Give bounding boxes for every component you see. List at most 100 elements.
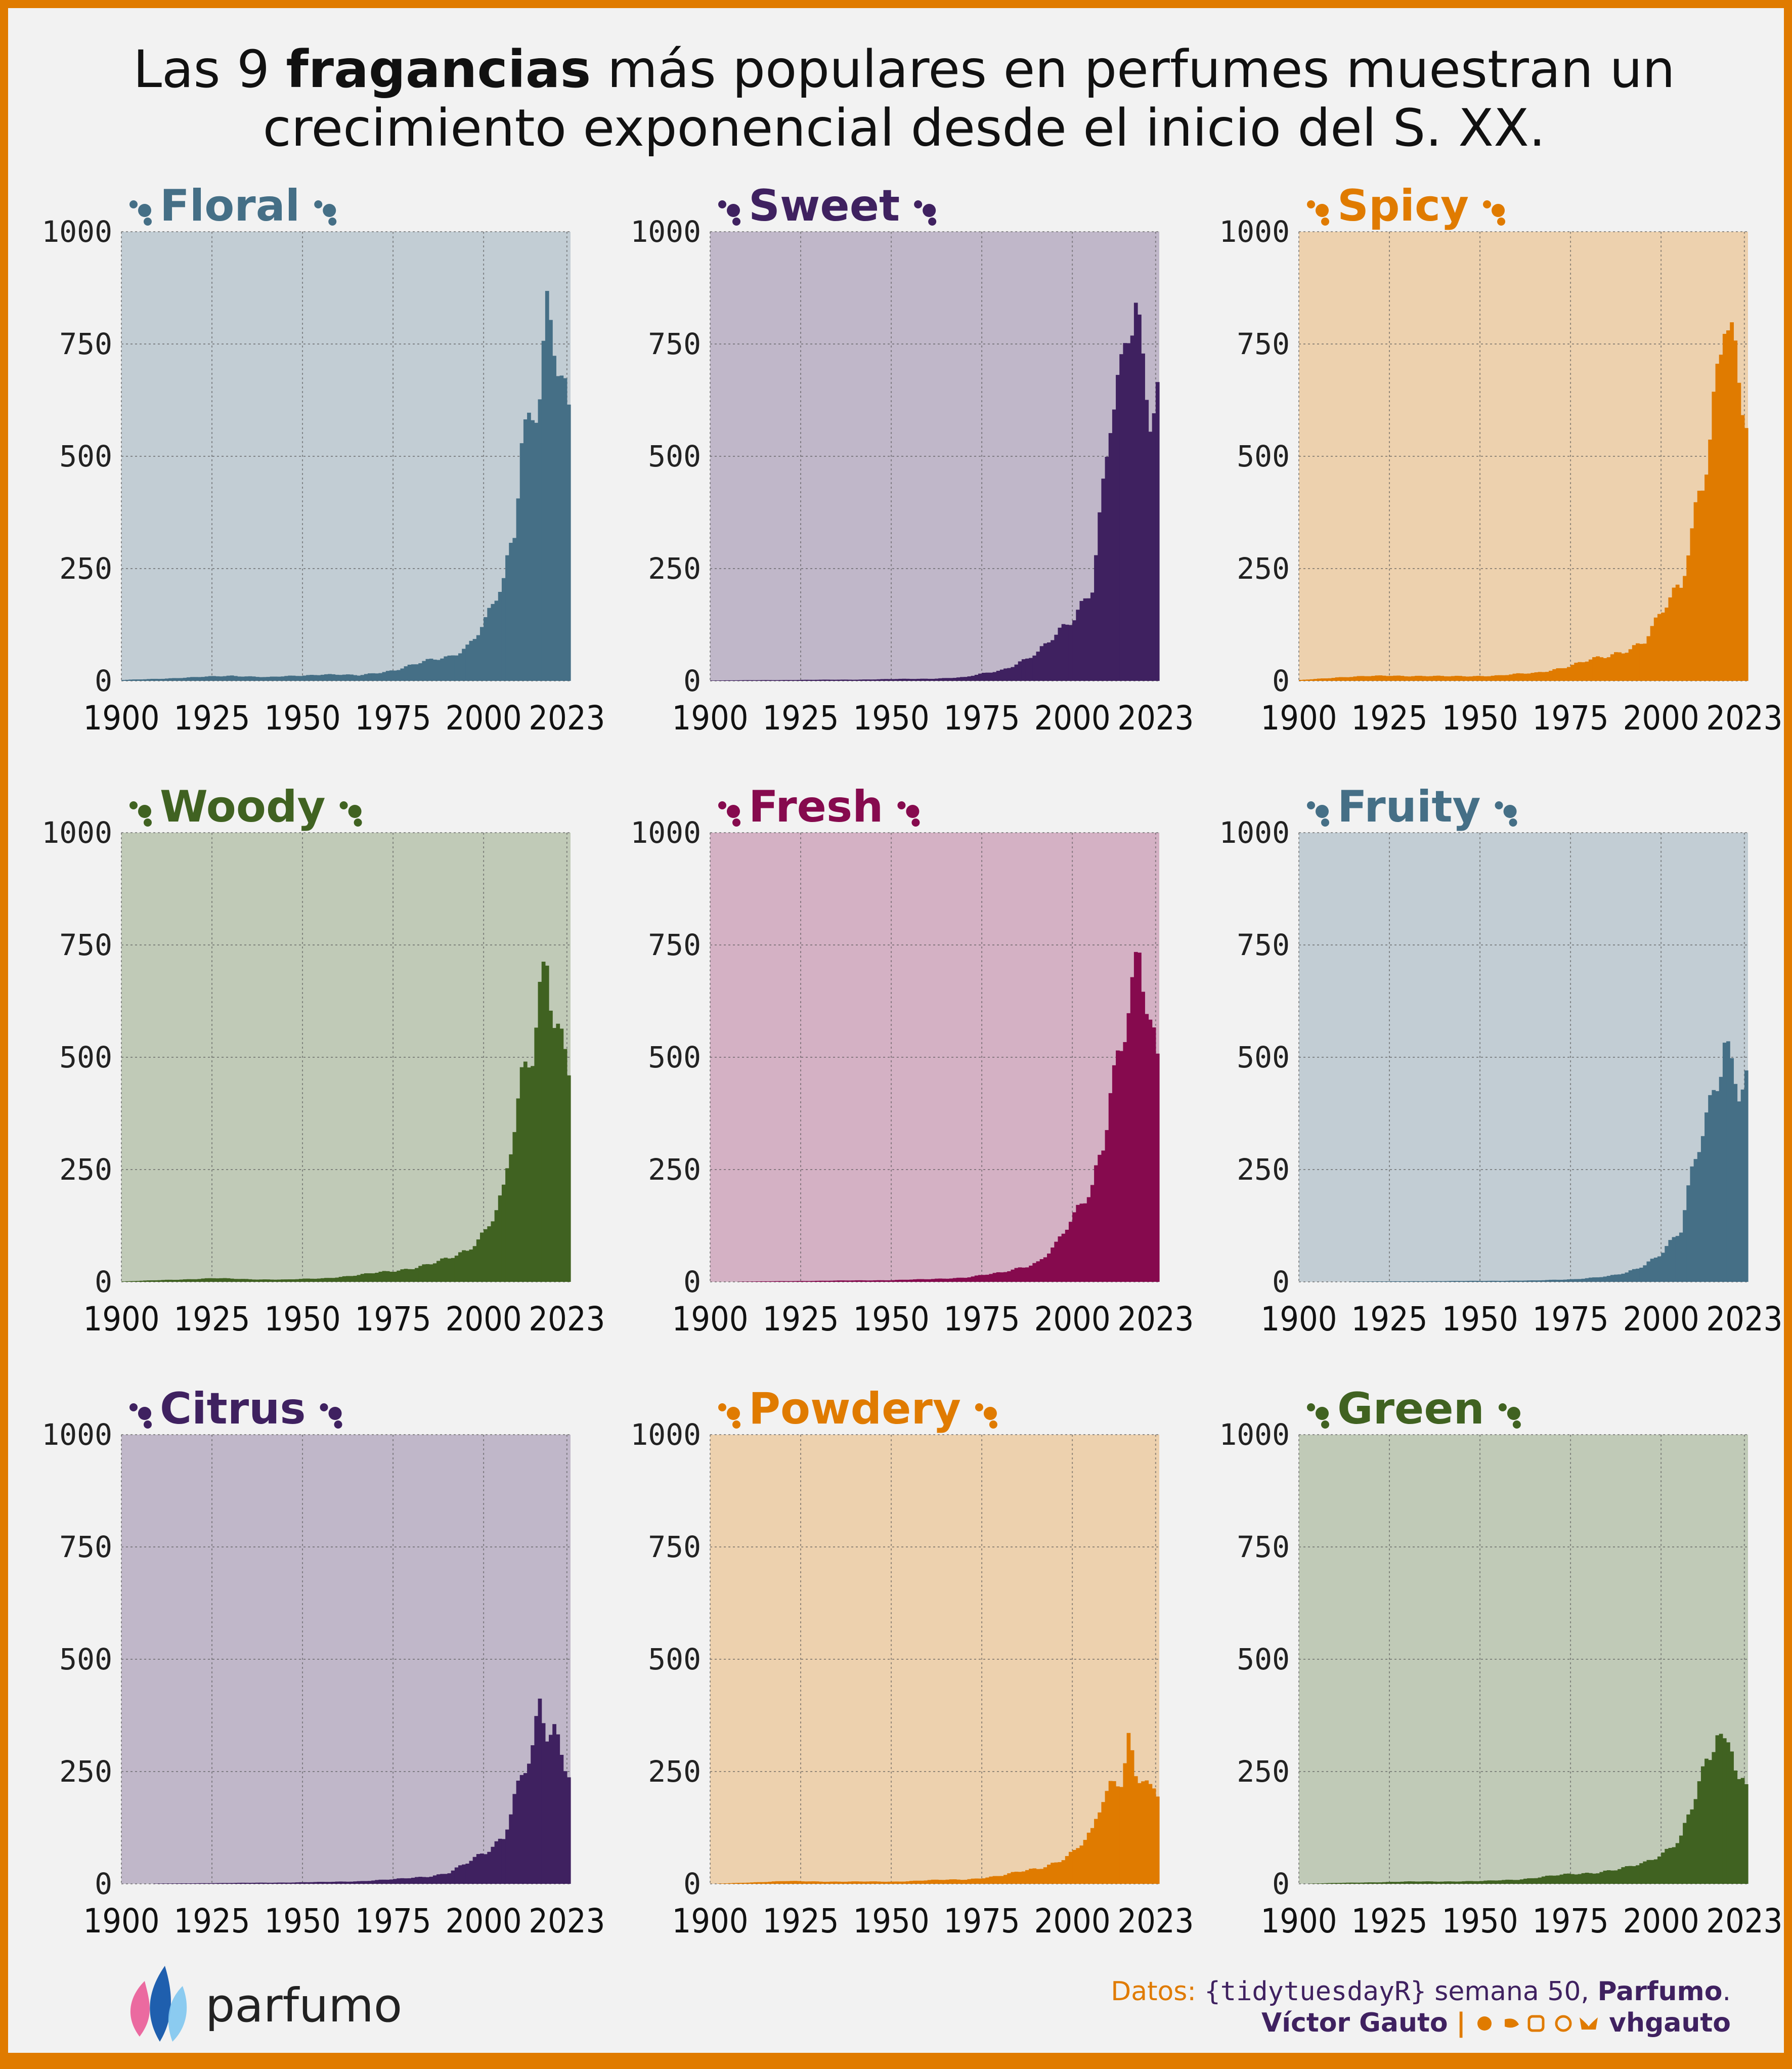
bar-1915 <box>1353 676 1358 681</box>
bar-1938 <box>1436 675 1440 681</box>
bar-2017 <box>1133 303 1138 681</box>
bar-1990 <box>1625 1866 1629 1884</box>
facet-spicy: 0 250 500 750 1000 1900 1925 1950 1975 2000 2023 Sp… <box>1219 181 1782 738</box>
bar-2023 <box>1155 1053 1160 1282</box>
bar-1909 <box>742 1281 747 1282</box>
bar-1962 <box>935 1879 939 1884</box>
bar-1910 <box>157 679 162 681</box>
x-tick-label: 2023 <box>529 699 605 738</box>
bar-1989 <box>1032 1263 1037 1282</box>
logo-text: parfumo <box>205 1978 403 2033</box>
bar-1985 <box>1018 1267 1022 1282</box>
bar-2022 <box>1152 1027 1156 1282</box>
bar-1935 <box>248 676 252 681</box>
bubble-icon <box>323 204 336 217</box>
bar-2016 <box>1130 335 1134 681</box>
bar-1910 <box>157 1280 162 1282</box>
bar-2017 <box>545 291 549 681</box>
bar-1985 <box>429 1264 433 1282</box>
bar-1928 <box>1400 676 1405 681</box>
bar-1912 <box>1342 1882 1346 1884</box>
bar-2012 <box>527 412 531 681</box>
bar-1925 <box>212 676 216 681</box>
bar-1932 <box>1415 675 1419 681</box>
bar-1943 <box>1454 1281 1459 1282</box>
mastodon-icon <box>1555 2015 1572 2032</box>
bar-1908 <box>739 1281 744 1282</box>
bar-1926 <box>1393 1882 1397 1884</box>
bar-1964 <box>353 675 358 681</box>
bar-2019 <box>1141 1781 1145 1884</box>
bar-1995 <box>1054 1241 1059 1282</box>
bar-2007 <box>1098 512 1102 681</box>
bubble-icon <box>975 1403 983 1411</box>
bar-1931 <box>822 1280 826 1282</box>
bar-2002 <box>491 1221 495 1282</box>
bar-1949 <box>1476 1881 1480 1884</box>
bar-1947 <box>1469 1881 1473 1884</box>
bar-1959 <box>1512 1880 1517 1884</box>
bar-2007 <box>509 1154 513 1282</box>
bar-1912 <box>164 1279 169 1282</box>
bar-2017 <box>1722 1738 1727 1884</box>
bar-1960 <box>927 1880 932 1884</box>
bar-1964 <box>942 678 946 681</box>
bar-1901 <box>714 680 718 681</box>
bar-1990 <box>1036 652 1040 681</box>
bar-1932 <box>237 676 241 681</box>
bar-1938 <box>848 1881 852 1884</box>
bar-1934 <box>244 1882 249 1884</box>
x-tick-label: 1950 <box>1442 699 1518 738</box>
bubble-icon <box>1307 1403 1315 1411</box>
bar-1942 <box>1451 676 1455 681</box>
bar-1974 <box>389 670 394 681</box>
bar-1968 <box>1545 1280 1549 1282</box>
y-tick-label: 250 <box>648 551 701 586</box>
bar-1915 <box>1353 1281 1358 1282</box>
bar-1994 <box>1639 1863 1643 1884</box>
bar-1976 <box>985 1877 990 1884</box>
bar-1917 <box>1360 1882 1365 1884</box>
bar-1957 <box>916 678 921 681</box>
bar-1940 <box>855 1280 859 1282</box>
x-tick-label: 1900 <box>672 1902 748 1941</box>
bar-2003 <box>1083 1840 1087 1884</box>
bar-1990 <box>447 655 452 681</box>
bar-1972 <box>382 1271 386 1282</box>
bar-1984 <box>1603 658 1607 681</box>
bar-1998 <box>476 1854 480 1884</box>
bar-2010 <box>1108 1781 1113 1884</box>
bar-1913 <box>1346 1882 1350 1884</box>
bar-1906 <box>731 680 736 681</box>
bar-1931 <box>822 1881 826 1884</box>
bar-1923 <box>1382 1882 1386 1884</box>
bar-2004 <box>498 1195 502 1282</box>
bar-1910 <box>157 1883 162 1884</box>
bar-2010 <box>1108 1093 1113 1282</box>
x-tick-label: 1950 <box>265 699 341 738</box>
bar-1960 <box>927 678 932 681</box>
bar-2007 <box>1686 555 1691 681</box>
x-tick-label: 1975 <box>1533 1300 1609 1339</box>
bar-1931 <box>822 679 826 681</box>
bar-1915 <box>176 1883 180 1884</box>
bar-1992 <box>454 1867 459 1884</box>
bar-1911 <box>750 1882 754 1884</box>
bubble-icon <box>1321 218 1329 226</box>
bar-2011 <box>1700 1766 1705 1884</box>
bar-1911 <box>161 1883 165 1884</box>
bar-1977 <box>989 1274 993 1282</box>
bar-1974 <box>389 1271 394 1282</box>
bar-1975 <box>982 1275 986 1282</box>
bar-1930 <box>1407 1881 1412 1884</box>
bar-1988 <box>1618 1274 1622 1282</box>
bar-1913 <box>168 1883 172 1884</box>
bar-1940 <box>266 677 271 681</box>
bar-1985 <box>1606 657 1611 681</box>
bubble-icon <box>129 200 138 208</box>
bubble-icon <box>914 200 923 208</box>
bar-2012 <box>1704 1758 1709 1884</box>
bar-1920 <box>1371 1882 1375 1884</box>
bar-2008 <box>512 538 517 681</box>
bar-2018 <box>549 1735 553 1884</box>
